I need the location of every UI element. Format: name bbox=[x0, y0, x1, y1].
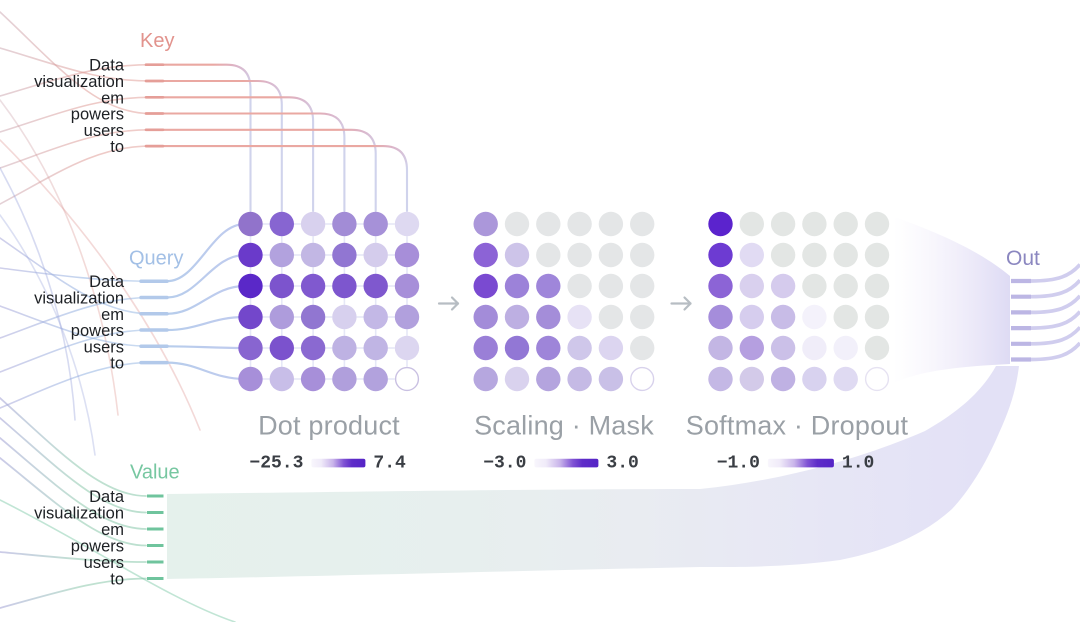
svg-text:visualization: visualization bbox=[34, 73, 124, 91]
svg-text:to: to bbox=[110, 571, 124, 589]
svg-text:3.0: 3.0 bbox=[606, 454, 638, 474]
svg-text:Query: Query bbox=[129, 248, 183, 270]
svg-text:users: users bbox=[84, 554, 124, 572]
svg-text:−3.0: −3.0 bbox=[483, 454, 526, 474]
svg-text:Scaling · Mask: Scaling · Mask bbox=[474, 411, 654, 441]
svg-text:em: em bbox=[101, 521, 124, 539]
svg-text:visualization: visualization bbox=[34, 290, 124, 308]
svg-text:−1.0: −1.0 bbox=[717, 454, 760, 474]
svg-text:Data: Data bbox=[89, 273, 125, 291]
svg-text:Dot product: Dot product bbox=[258, 411, 400, 441]
svg-text:visualization: visualization bbox=[34, 505, 124, 523]
svg-text:powers: powers bbox=[71, 322, 124, 340]
svg-text:users: users bbox=[84, 338, 124, 356]
svg-text:to: to bbox=[110, 138, 124, 156]
svg-text:Data: Data bbox=[89, 488, 125, 506]
svg-text:Key: Key bbox=[140, 30, 174, 52]
svg-text:Softmax · Dropout: Softmax · Dropout bbox=[686, 411, 909, 441]
svg-text:Data: Data bbox=[89, 57, 125, 75]
svg-text:em: em bbox=[101, 89, 124, 107]
svg-text:users: users bbox=[84, 122, 124, 140]
svg-text:Value: Value bbox=[130, 462, 180, 484]
svg-text:−25.3: −25.3 bbox=[249, 454, 303, 474]
svg-text:em: em bbox=[101, 306, 124, 324]
svg-text:1.0: 1.0 bbox=[842, 454, 874, 474]
svg-text:Out: Out bbox=[1006, 247, 1040, 270]
svg-text:powers: powers bbox=[71, 538, 124, 556]
svg-text:powers: powers bbox=[71, 106, 124, 124]
svg-text:7.4: 7.4 bbox=[373, 454, 406, 474]
svg-text:to: to bbox=[110, 355, 124, 373]
